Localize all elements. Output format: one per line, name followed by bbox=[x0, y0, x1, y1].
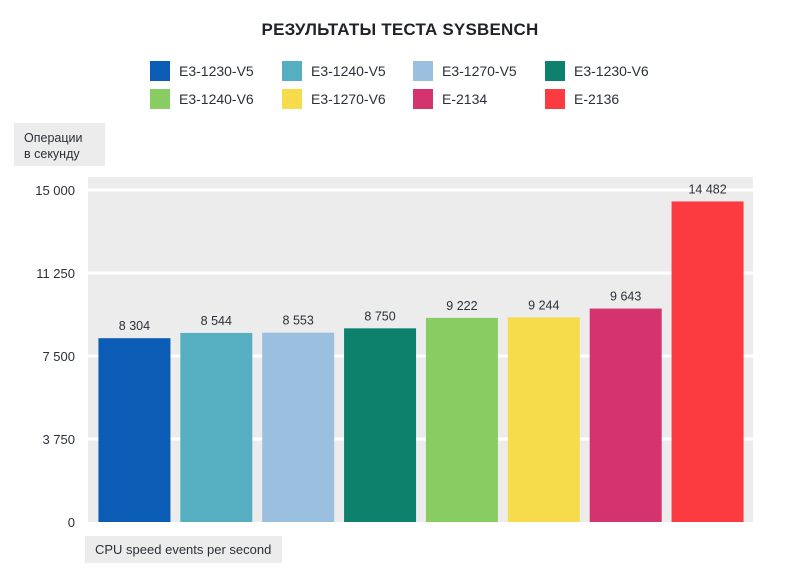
bar bbox=[507, 317, 580, 522]
y-tick-label: 7 500 bbox=[42, 349, 75, 364]
legend-label: E-2136 bbox=[574, 91, 620, 107]
legend-label: E3-1230-V5 bbox=[179, 63, 254, 79]
bar-value-label: 9 244 bbox=[528, 298, 559, 312]
legend-item: E-2136 bbox=[545, 89, 619, 109]
legend-swatch bbox=[150, 61, 170, 81]
bar-value-label: 8 750 bbox=[364, 309, 395, 323]
bar bbox=[671, 201, 744, 522]
bar-value-label: 8 544 bbox=[201, 314, 232, 328]
legend-label: E3-1240-V6 bbox=[179, 91, 254, 107]
legend-item: E3-1240-V6 bbox=[150, 89, 254, 109]
legend-swatch bbox=[413, 61, 433, 81]
y-tick-label: 0 bbox=[68, 515, 75, 530]
bar-value-label: 9 222 bbox=[446, 299, 477, 313]
y-tick-label: 15 000 bbox=[35, 183, 75, 198]
bar bbox=[262, 332, 335, 522]
legend-label: E3-1270-V5 bbox=[442, 63, 517, 79]
legend-swatch bbox=[545, 61, 565, 81]
bar-value-label: 14 482 bbox=[688, 182, 726, 196]
legend-label: E3-1230-V6 bbox=[574, 63, 649, 79]
legend-item: E3-1270-V5 bbox=[413, 61, 517, 81]
y-tick-label: 11 250 bbox=[36, 266, 75, 281]
bar bbox=[180, 332, 253, 522]
bar bbox=[98, 338, 171, 522]
y-axis-label: Операции в секунду bbox=[14, 123, 105, 166]
legend-item: E3-1230-V5 bbox=[150, 61, 254, 81]
x-axis-label: CPU speed events per second bbox=[85, 536, 282, 563]
bar bbox=[425, 317, 498, 522]
chart-legend: E3-1230-V5 E3-1240-V5 E3-1270-V5 E3-1230-V6… bbox=[150, 60, 710, 114]
chart-title: РЕЗУЛЬТАТЫ ТЕСТА SYSBENCH bbox=[261, 20, 539, 39]
legend-swatch bbox=[282, 89, 302, 109]
y-axis-label-line-1: Операции bbox=[24, 131, 83, 145]
y-axis-label-line-2: в секунду bbox=[24, 147, 80, 161]
y-tick-label: 3 750 bbox=[42, 432, 75, 447]
legend-swatch bbox=[282, 61, 302, 81]
legend-label: E3-1270-V6 bbox=[311, 91, 386, 107]
bar-value-label: 8 304 bbox=[119, 319, 150, 333]
legend-label: E3-1240-V5 bbox=[311, 63, 386, 79]
legend-label: E-2134 bbox=[442, 91, 488, 107]
legend-item: E3-1270-V6 bbox=[282, 89, 386, 109]
legend-item: E3-1230-V6 bbox=[545, 61, 649, 81]
bar bbox=[344, 328, 417, 522]
legend-swatch bbox=[413, 89, 433, 109]
legend-item: E-2134 bbox=[413, 89, 487, 109]
bar-value-label: 8 553 bbox=[283, 314, 314, 328]
bar bbox=[589, 308, 662, 522]
bar-value-label: 9 643 bbox=[610, 290, 641, 304]
legend-swatch bbox=[545, 89, 565, 109]
legend-item: E3-1240-V5 bbox=[282, 61, 386, 81]
legend-swatch bbox=[150, 89, 170, 109]
